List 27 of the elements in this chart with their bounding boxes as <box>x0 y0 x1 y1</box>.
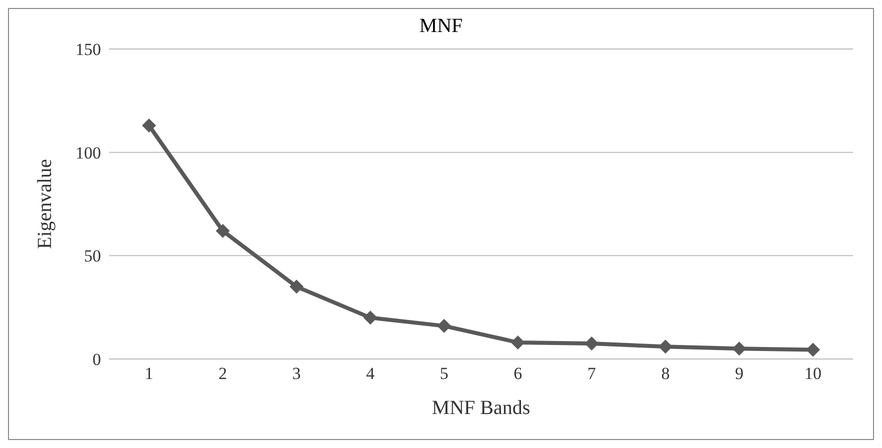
x-axis-title: MNF Bands <box>432 397 530 419</box>
point <box>658 340 672 354</box>
point <box>806 342 820 357</box>
point <box>732 342 746 356</box>
point <box>216 224 230 238</box>
x-tick-label: 3 <box>292 364 301 384</box>
y-tick-label: 50 <box>84 246 101 266</box>
x-tick-label: 6 <box>514 364 522 384</box>
x-tick-label: 5 <box>440 364 448 384</box>
point <box>290 280 304 294</box>
point <box>510 335 525 350</box>
x-tick-label: 7 <box>587 364 596 384</box>
point <box>584 336 599 350</box>
x-tick-label: 9 <box>734 364 744 384</box>
x-tick-label: 8 <box>661 364 670 384</box>
x-tick-label: 10 <box>804 364 822 384</box>
chart-title: MNF <box>418 15 464 38</box>
y-tick-label: 100 <box>76 143 101 162</box>
x-tick-label: 1 <box>144 364 154 384</box>
y-axis-title: Eigenvalue <box>34 158 56 249</box>
point <box>142 118 156 132</box>
y-tick-label: 0 <box>92 350 101 370</box>
point <box>363 310 378 325</box>
x-tick-label: 2 <box>218 364 228 384</box>
point <box>437 318 452 333</box>
y-tick-label: 150 <box>76 40 101 60</box>
x-tick-label: 4 <box>366 364 376 384</box>
